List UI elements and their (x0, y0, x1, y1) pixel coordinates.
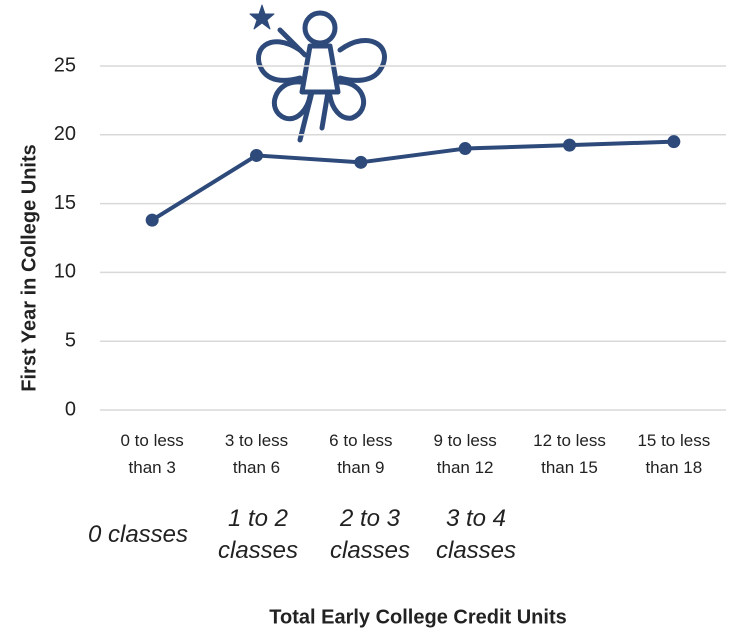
x-tick-label: 6 to less than 9 (311, 427, 411, 481)
x-tick-label: 12 to less than 15 (520, 427, 620, 481)
y-tick-label: 5 (65, 329, 76, 351)
data-point (354, 156, 367, 169)
data-point (146, 214, 159, 227)
x-tick-label: 15 to less than 18 (624, 427, 724, 481)
y-tick-label: 15 (54, 192, 76, 214)
annotation: 1 to 2 classes (196, 500, 320, 570)
y-tick-label: 10 (54, 261, 76, 283)
data-point (667, 135, 680, 148)
annotation: 0 classes (76, 500, 200, 570)
x-axis-title: Total Early College Credit Units (269, 606, 566, 628)
x-tick-label: 9 to less than 12 (415, 427, 515, 481)
y-tick-label: 20 (54, 123, 76, 145)
data-point (459, 142, 472, 155)
data-point (250, 149, 263, 162)
x-tick-label: 0 to less than 3 (102, 427, 202, 481)
y-tick-label: 0 (65, 398, 76, 420)
data-line (152, 142, 674, 220)
fairy-icon (250, 5, 384, 140)
page: {"chart_data": {"type": "line", "y_label… (0, 0, 736, 632)
annotation: 3 to 4 classes (414, 500, 538, 570)
y-tick-label: 25 (54, 54, 76, 76)
x-tick-label: 3 to less than 6 (207, 427, 307, 481)
y-axis-title: First Year in College Units (18, 144, 40, 391)
data-point (563, 139, 576, 152)
